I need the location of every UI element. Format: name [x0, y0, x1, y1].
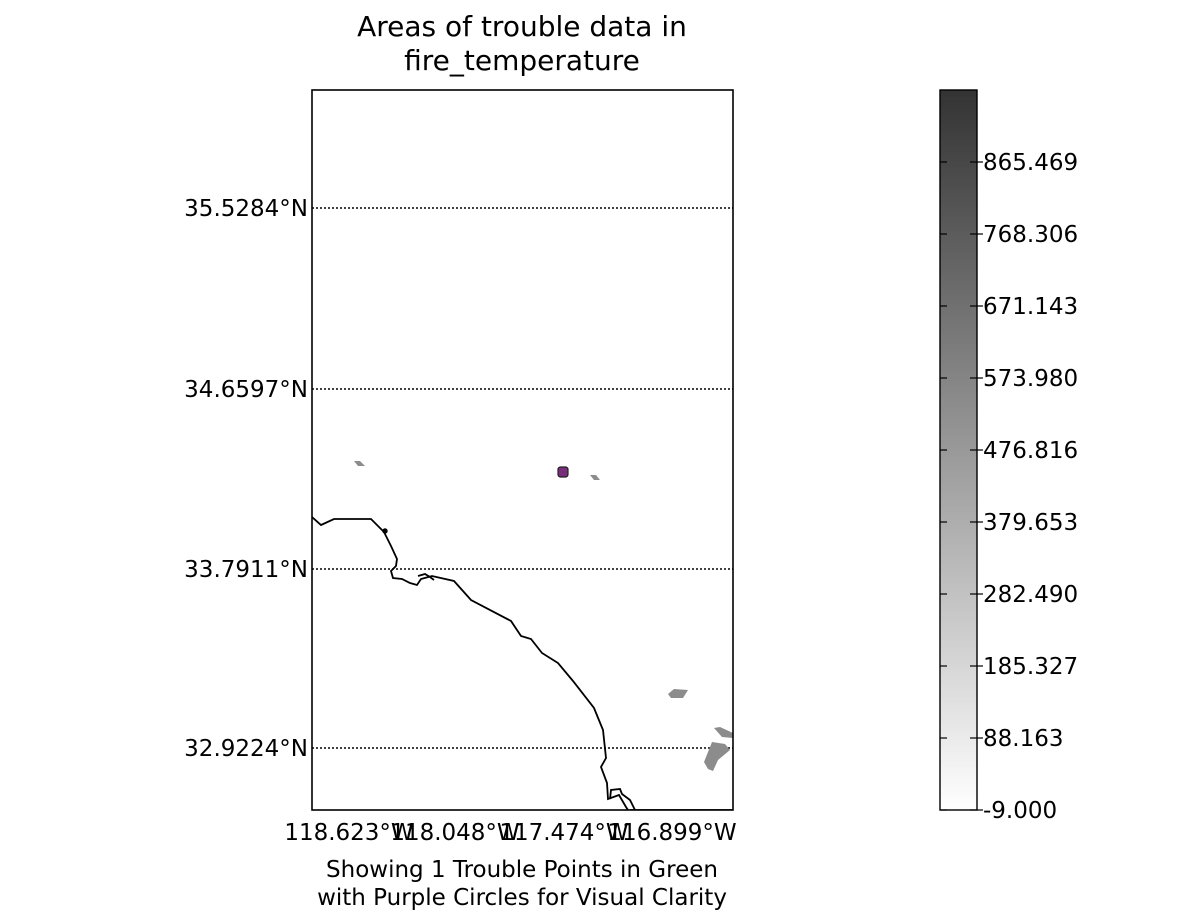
data-patch-3 [668, 689, 688, 698]
trouble-point-marker [557, 466, 569, 478]
lon-tick-label: 116.899°W [607, 820, 736, 846]
coastline-islet [382, 528, 388, 534]
map-plot-area [312, 90, 733, 810]
lon-tick-label: 117.474°W [499, 820, 628, 846]
coastline-mainland [312, 516, 629, 810]
data-patch-1 [354, 461, 365, 466]
data-patch-2 [590, 475, 600, 480]
longitude-tick-labels: 118.623°W 118.048°W 117.474°W 116.899°W [284, 820, 736, 846]
coastline-island-spit [417, 573, 435, 581]
map-title-line-2: fire_temperature [404, 44, 640, 77]
data-patch-4 [714, 727, 733, 738]
lat-tick-label: 35.5284°N [184, 196, 308, 222]
lat-tick-label: 34.6597°N [184, 377, 308, 403]
colorbar-tick-label: -9.000 [983, 798, 1057, 824]
map-caption-line-1: Showing 1 Trouble Points in Green [326, 857, 718, 883]
colorbar-ticks: 865.469 768.306 671.143 573.980 476.816 379.6… [940, 150, 1078, 824]
map-title: Areas of trouble data in fire_temperatur… [322, 10, 722, 78]
colorbar-tick-label: 768.306 [983, 222, 1078, 248]
colorbar-tick-label: 185.327 [983, 654, 1078, 680]
data-patch-5 [704, 742, 730, 771]
colorbar-tick-label: 282.490 [983, 582, 1078, 608]
map-title-line-1: Areas of trouble data in [357, 10, 687, 43]
colorbar-tick-label: 88.163 [983, 726, 1063, 752]
coastline [312, 516, 733, 810]
colorbar-tick-label: 671.143 [983, 294, 1078, 320]
lat-tick-label: 33.7911°N [184, 557, 308, 583]
colorbar: 865.469 768.306 671.143 573.980 476.816 379.6… [939, 89, 1078, 824]
lon-tick-label: 118.623°W [284, 820, 413, 846]
data-patches [354, 461, 733, 771]
latitude-tick-labels: 35.5284°N 34.6597°N 33.7911°N 32.9224°N [184, 196, 308, 762]
colorbar-tick-label: 379.653 [983, 510, 1078, 536]
colorbar-tick-label: 476.816 [983, 438, 1078, 464]
map-caption-line-2: with Purple Circles for Visual Clarity [317, 885, 727, 911]
lon-tick-label: 118.048°W [390, 820, 519, 846]
coastline-bay [609, 788, 636, 810]
map-frame [311, 89, 734, 811]
map-caption: Showing 1 Trouble Points in Green with P… [222, 856, 822, 912]
colorbar-tick-label: 573.980 [983, 366, 1078, 392]
colorbar-tick-label: 865.469 [983, 150, 1078, 176]
lat-tick-label: 32.9224°N [184, 736, 308, 762]
